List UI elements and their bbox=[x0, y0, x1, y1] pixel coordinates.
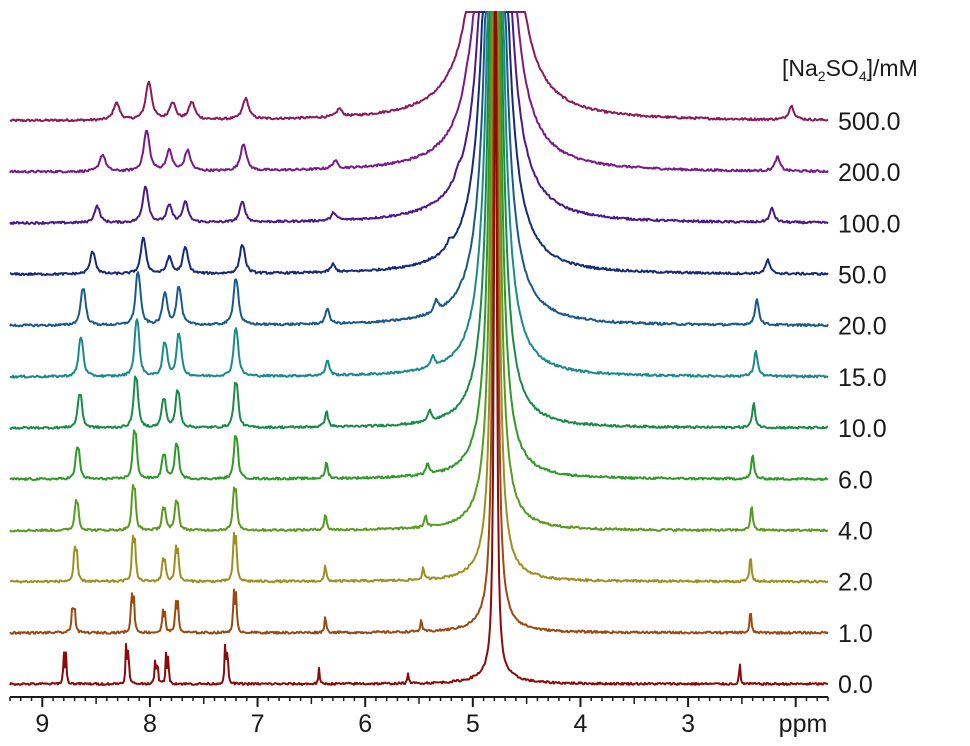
x-tick-label: 4 bbox=[573, 710, 587, 738]
x-tick-label: 3 bbox=[681, 710, 695, 738]
spectrum-trace-1-0 bbox=[9, 11, 829, 635]
x-ticks: 9 8 7 6 5 4 3 bbox=[9, 697, 829, 738]
concentration-label: 500.0 bbox=[838, 108, 901, 136]
legend-title-suffix: ]/mM bbox=[867, 55, 918, 81]
concentration-axis-title: [Na2SO4]/mM bbox=[782, 55, 918, 84]
spectrum-traces bbox=[9, 11, 829, 686]
x-tick-label: 5 bbox=[466, 710, 480, 738]
spectrum-trace-2-0 bbox=[9, 11, 829, 584]
spectrum-trace-100-0 bbox=[9, 11, 829, 225]
x-axis-unit-label: ppm bbox=[779, 710, 828, 738]
x-tick-label: 7 bbox=[251, 710, 265, 738]
spectrum-trace-0-0 bbox=[9, 11, 829, 686]
spectrum-trace-200-0 bbox=[9, 11, 829, 174]
legend-title-mid: SO bbox=[826, 55, 859, 81]
x-tick-label: 8 bbox=[143, 710, 157, 738]
concentration-label: 20.0 bbox=[838, 313, 887, 341]
spectrum-trace-4-0 bbox=[9, 11, 829, 533]
spectrum-trace-6-0 bbox=[9, 11, 829, 482]
spectrum-trace-500-0 bbox=[9, 11, 829, 123]
concentration-label: 10.0 bbox=[838, 415, 887, 443]
concentration-label: 1.0 bbox=[838, 620, 873, 648]
concentration-labels: 500.0 200.0 100.0 50.0 20.0 15.0 10.0 6.0 4.0 2.0… bbox=[838, 108, 901, 699]
x-tick-label: 9 bbox=[35, 710, 49, 738]
concentration-label: 200.0 bbox=[838, 159, 901, 187]
legend-title-sub1: 2 bbox=[818, 68, 826, 84]
spectrum-trace-50-0 bbox=[10, 11, 829, 277]
concentration-label: 15.0 bbox=[838, 364, 887, 392]
concentration-label: 100.0 bbox=[838, 210, 901, 238]
concentration-label: 6.0 bbox=[838, 466, 873, 494]
legend-title-sub2: 4 bbox=[859, 68, 867, 84]
spectrum-trace-15-0 bbox=[9, 11, 829, 379]
concentration-label: 50.0 bbox=[838, 262, 887, 290]
legend-title-prefix: [Na bbox=[782, 55, 818, 81]
spectrum-trace-10-0 bbox=[9, 11, 829, 430]
spectrum-trace-20-0 bbox=[9, 11, 829, 328]
concentration-label: 4.0 bbox=[838, 517, 873, 545]
concentration-label: 2.0 bbox=[838, 569, 873, 597]
x-tick-label: 6 bbox=[358, 710, 372, 738]
concentration-label: 0.0 bbox=[838, 671, 873, 699]
